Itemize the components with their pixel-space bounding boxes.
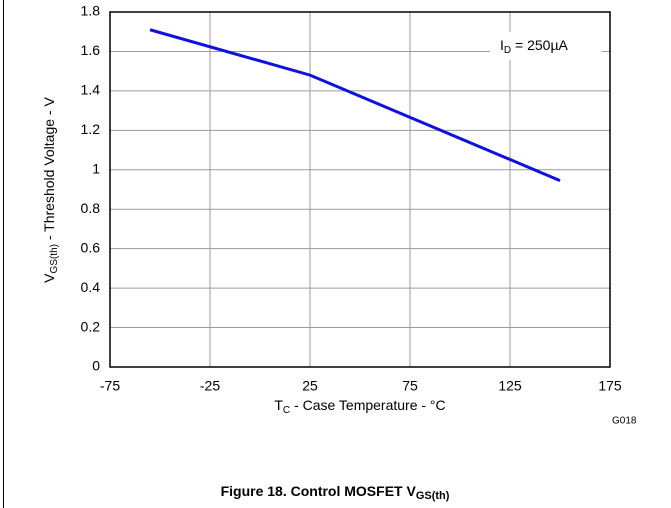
caption-sub: GS(th) — [416, 490, 450, 502]
series-line — [149, 28, 561, 183]
caption: Figure 18. Control MOSFET VGS(th) — [221, 483, 450, 502]
annotation-box — [490, 32, 602, 60]
y-tick-label: 1.4 — [81, 82, 101, 98]
ylabel-rest: - Threshold Voltage - V — [41, 97, 57, 244]
y-tick-label: 0.4 — [81, 279, 101, 295]
y-tick-label: 1 — [92, 160, 100, 176]
figure-code: G018 — [612, 416, 637, 427]
x-tick-label: 25 — [302, 378, 318, 394]
xlabel-main: T — [274, 397, 283, 413]
y-tick-label: 1.6 — [81, 42, 101, 58]
x-tick-label: 75 — [402, 378, 418, 394]
y-tick-label: 1.2 — [81, 121, 101, 137]
x-tick-label: -25 — [200, 378, 220, 394]
plot-frame — [109, 11, 611, 368]
annotation: ID = 250µA — [500, 37, 569, 56]
plot: 0 0.2 0.4 0.6 0.8 1 1.2 1.4 1.6 1.8 -75 -25 25 75 125 1… — [81, 3, 622, 394]
ylabel-main: V — [41, 273, 57, 283]
x-tick-label: -75 — [100, 378, 120, 394]
ylabel-sub: GS(th) — [49, 244, 60, 273]
y-axis-label: VGS(th) - Threshold Voltage - V — [41, 97, 60, 283]
annotation-rest: = 250µA — [511, 37, 568, 53]
x-tick-label: 175 — [598, 378, 622, 394]
x-tick-label: 125 — [498, 378, 522, 394]
y-tick-label: 0.6 — [81, 239, 101, 255]
xlabel-sub: C — [283, 405, 290, 416]
x-axis-label: TC - Case Temperature - °C — [274, 397, 445, 416]
annotation-main: I — [500, 37, 504, 53]
xlabel-rest: - Case Temperature - °C — [290, 397, 446, 413]
y-tick-label: 0.8 — [81, 200, 101, 216]
y-tick-label: 0 — [92, 358, 100, 374]
caption-main: Figure 18. Control MOSFET V — [221, 483, 417, 499]
y-tick-label: 0.2 — [81, 318, 101, 334]
annotation-sub: D — [504, 45, 511, 56]
y-tick-label: 1.8 — [81, 3, 101, 19]
